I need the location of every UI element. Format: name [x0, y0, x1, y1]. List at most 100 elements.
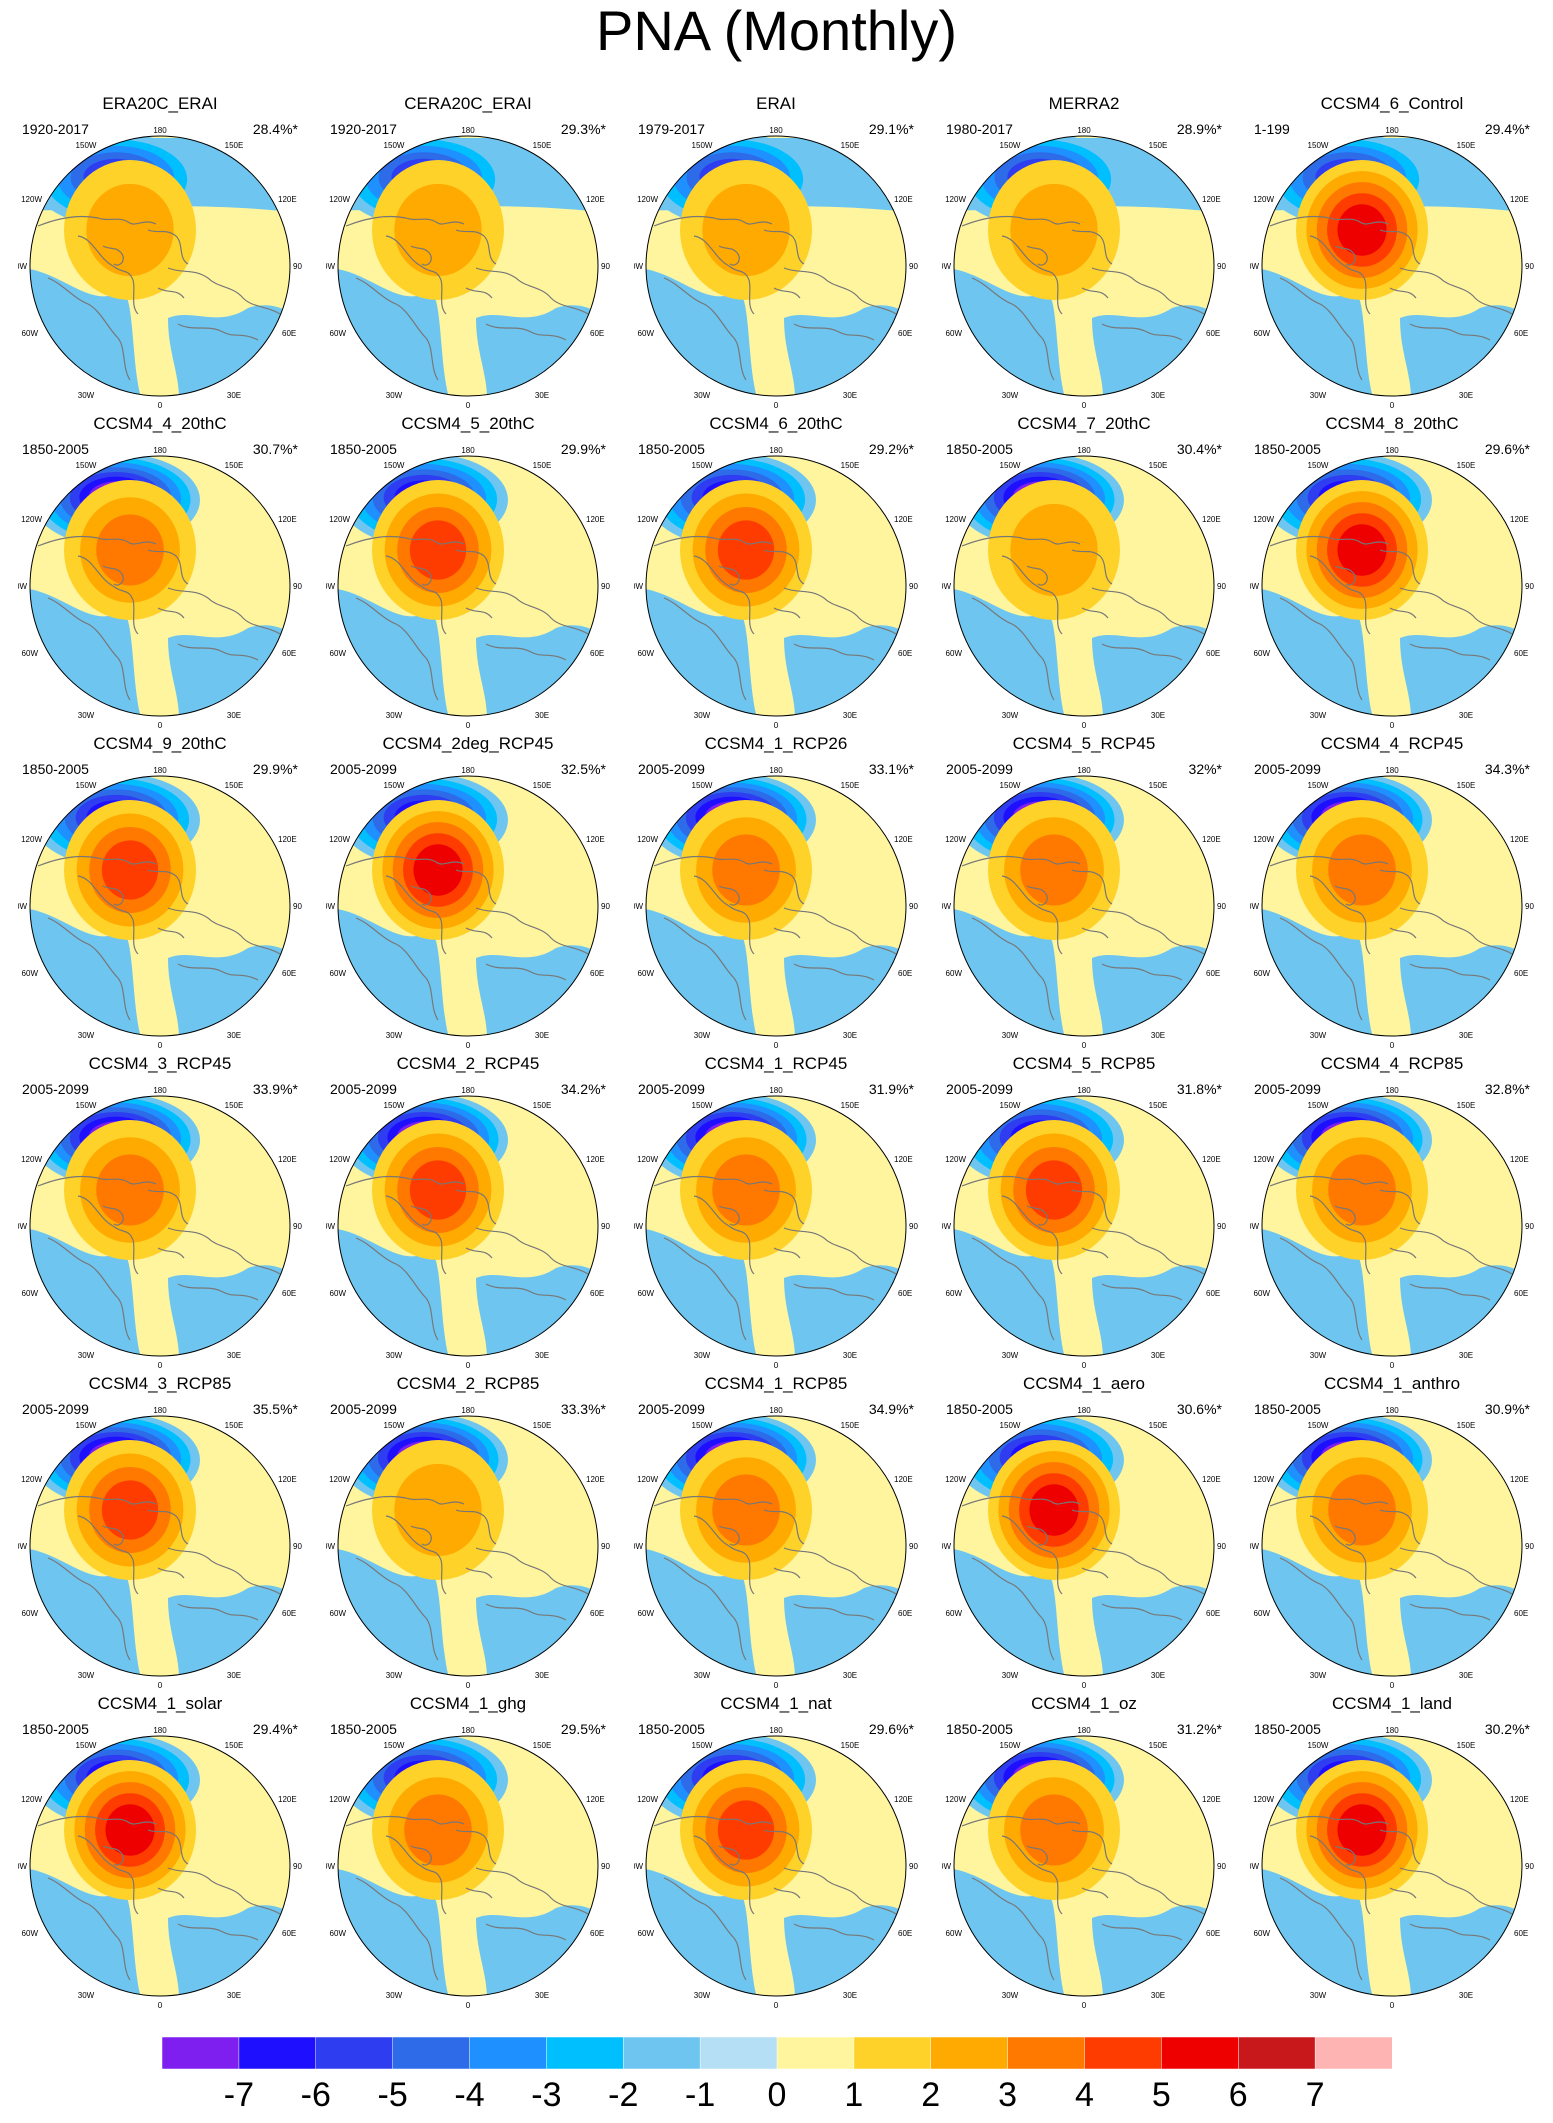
longitude-label: 30E: [1151, 1991, 1165, 2000]
longitude-label: 60W: [22, 969, 39, 978]
map-panel: 180 150W 150E 120W 120E 90W 90E 60W 60E 30W 30E 0 CC…: [936, 1374, 1232, 1692]
panel-title: ERAI: [756, 94, 796, 113]
longitude-label: 90E: [909, 1222, 918, 1231]
colorbar-tick-label: 3: [998, 2076, 1018, 2114]
coastline: [465, 1887, 493, 1899]
longitude-label: 60E: [1514, 969, 1528, 978]
panel-variance-pct: 29.1%*: [868, 121, 914, 137]
longitude-label: 90E: [293, 582, 302, 591]
positive-contour: [1020, 834, 1088, 906]
longitude-label: 60W: [946, 1289, 963, 1298]
map-boundary: [953, 455, 1215, 717]
map-boundary: [1261, 1415, 1523, 1677]
longitude-label: 150W: [76, 1101, 97, 1110]
longitude-label: 30W: [1310, 391, 1327, 400]
map-boundary: [1261, 775, 1523, 1037]
longitude-label: 120E: [894, 195, 913, 204]
coastline: [102, 1205, 124, 1226]
coastline: [47, 597, 131, 701]
longitude-label: 90W: [1250, 1222, 1259, 1231]
panel-variance-pct: 29.6%*: [868, 1721, 914, 1737]
coastline: [37, 535, 157, 547]
map-boundary: [337, 1095, 599, 1357]
longitude-label: 150E: [841, 1421, 860, 1430]
panel-title: CCSM4_1_RCP26: [704, 734, 848, 753]
longitude-label: 60W: [330, 969, 347, 978]
longitude-label: 90W: [634, 262, 643, 271]
longitude-label: 30E: [1459, 1991, 1473, 2000]
coastline: [773, 1567, 801, 1579]
positive-contour: [394, 1463, 482, 1557]
coastline: [1334, 245, 1356, 266]
coastline: [1399, 1227, 1513, 1275]
pna-map: 180 150W 150E 120W 120E 90W 90E 60W 60E 30W 30E 0: [634, 446, 918, 730]
longitude-label: 30W: [1002, 391, 1019, 400]
longitude-label: 90W: [18, 902, 27, 911]
coastline: [718, 1845, 740, 1866]
longitude-label: 0: [158, 2001, 163, 2010]
panel-years: 2005-2099: [330, 1401, 397, 1417]
map-panel: 180 150W 150E 120W 120E 90W 90E 60W 60E 30W 30E 0 CC…: [628, 1694, 924, 2012]
longitude-label: 90W: [942, 1542, 951, 1551]
longitude-label: 150E: [841, 781, 860, 790]
map-boundary: [645, 135, 907, 397]
map-boundary: [953, 135, 1215, 397]
longitude-label: 90W: [326, 1862, 335, 1871]
panel-variance-pct: 29.6%*: [1484, 441, 1530, 457]
coastline: [1334, 565, 1356, 586]
positive-contour: [409, 1160, 467, 1220]
longitude-label: 120E: [894, 1795, 913, 1804]
coastline: [147, 549, 189, 585]
coastline: [1409, 323, 1491, 341]
longitude-label: 30E: [535, 1031, 549, 1040]
longitude-label: 60E: [898, 969, 912, 978]
coastline: [1379, 869, 1421, 905]
coastline: [345, 855, 465, 867]
coastline: [763, 549, 805, 585]
pna-map: 180 150W 150E 120W 120E 90W 90E 60W 60E 30W 30E 0: [18, 1086, 302, 1370]
coastline: [47, 277, 131, 381]
longitude-label: 180: [461, 1086, 475, 1095]
longitude-label: 120W: [1253, 195, 1274, 204]
longitude-label: 120E: [894, 1475, 913, 1484]
longitude-label: 120W: [21, 1475, 42, 1484]
longitude-label: 150E: [1149, 141, 1168, 150]
panel-years: 2005-2099: [946, 761, 1013, 777]
coastline: [485, 1923, 567, 1941]
coastline: [1279, 597, 1363, 701]
colorbar-tick-label: -6: [300, 2076, 331, 2114]
panel-title: CCSM4_3_RCP85: [88, 1374, 232, 1393]
longitude-label: 120E: [1202, 835, 1221, 844]
map-panel: 180 150W 150E 120W 120E 90W 90E 60W 60E 30W 30E 0 CC…: [1244, 1694, 1540, 2012]
positive-contour: [409, 520, 467, 580]
pna-map: 180 150W 150E 120W 120E 90W 90E 60W 60E 30W 30E 0: [1250, 766, 1534, 1050]
longitude-label: 30W: [1310, 711, 1327, 720]
coastline: [1071, 549, 1113, 585]
longitude-label: 60E: [1206, 649, 1220, 658]
longitude-label: 60W: [330, 649, 347, 658]
longitude-label: 90E: [293, 1222, 302, 1231]
longitude-label: 180: [153, 446, 167, 455]
coastline: [37, 1495, 157, 1507]
longitude-label: 120W: [1253, 1155, 1274, 1164]
longitude-label: 120W: [945, 1155, 966, 1164]
coastline: [465, 287, 493, 299]
map-panel: 180 150W 150E 120W 120E 90W 90E 60W 60E 30W 30E 0 CC…: [1244, 1054, 1540, 1372]
map-panel: 180 150W 150E 120W 120E 90W 90E 60W 60E 30W 30E 0 CC…: [936, 1694, 1232, 2012]
coastline: [355, 917, 439, 1021]
longitude-label: 120E: [586, 195, 605, 204]
panel-years: 1980-2017: [946, 121, 1013, 137]
map-panel: 180 150W 150E 120W 120E 90W 90E 60W 60E 30W 30E 0 CC…: [12, 1694, 308, 2012]
longitude-label: 90W: [1250, 262, 1259, 271]
coastline: [455, 1189, 497, 1225]
longitude-label: 60W: [1254, 1929, 1271, 1938]
longitude-label: 30W: [694, 391, 711, 400]
coastline: [663, 917, 747, 1021]
longitude-label: 60W: [330, 1289, 347, 1298]
longitude-label: 0: [466, 1361, 471, 1370]
longitude-label: 30E: [535, 1351, 549, 1360]
longitude-label: 120W: [637, 1795, 658, 1804]
coastline: [1026, 565, 1048, 586]
longitude-label: 120E: [1202, 1155, 1221, 1164]
coastline: [465, 1567, 493, 1579]
